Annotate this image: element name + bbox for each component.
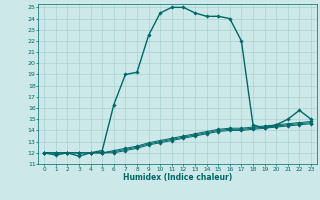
X-axis label: Humidex (Indice chaleur): Humidex (Indice chaleur): [123, 173, 232, 182]
